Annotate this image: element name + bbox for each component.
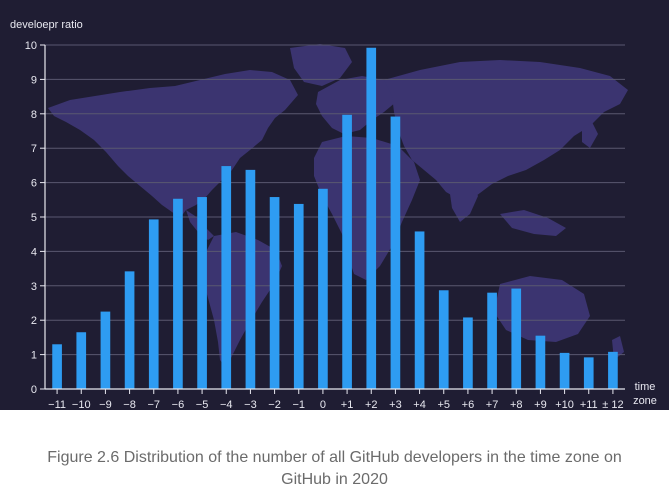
x-tick-label: −8 [123, 399, 136, 410]
map-japan [582, 122, 598, 148]
x-tick-label: +8 [510, 399, 523, 410]
x-tick-label: +9 [534, 399, 547, 410]
x-axis-label-line: time [635, 381, 656, 393]
x-tick-label: −4 [220, 399, 233, 410]
grid-lines [45, 44, 625, 356]
x-tick-label: +10 [555, 399, 574, 410]
bar-−3 [245, 169, 256, 389]
x-tick-label: ± 12 [602, 399, 623, 410]
bar-−5 [197, 197, 207, 389]
y-tick-label: 1 [31, 350, 37, 362]
x-tick-label: −7 [147, 399, 160, 410]
x-tick-label: −3 [244, 399, 257, 410]
bar-+10 [559, 352, 570, 389]
caption-line-2: GitHub in 2020 [281, 471, 388, 488]
bar-+4 [414, 231, 425, 389]
bar-−1 [293, 203, 304, 389]
bar-−11 [52, 344, 62, 389]
map-india [448, 178, 478, 222]
bar-−7 [148, 219, 159, 389]
y-tick-label: 0 [31, 384, 37, 396]
bar-−8 [124, 271, 135, 389]
y-tick-label: 6 [31, 178, 37, 190]
bar-+5 [438, 290, 449, 389]
map-north-america [48, 70, 298, 218]
bar-0 [318, 188, 328, 389]
x-tick-label: +6 [462, 399, 475, 410]
y-tick-label: 4 [31, 246, 37, 258]
x-tick-label: +4 [413, 399, 426, 410]
map-asia [384, 60, 628, 200]
x-tick-label: −11 [48, 399, 66, 410]
bar-+3 [390, 116, 401, 389]
x-tick-label: +3 [389, 399, 402, 410]
x-tick-label: 0 [320, 399, 326, 410]
x-tick-label: +7 [486, 399, 499, 410]
x-tick-label: −10 [72, 399, 91, 410]
map-greenland [290, 44, 352, 86]
x-tick-label: +2 [365, 399, 378, 410]
bar-± 12 [608, 351, 618, 389]
x-tick-label: +11 [580, 399, 598, 410]
x-tick-label: −5 [196, 399, 209, 410]
y-tick-label: 3 [31, 281, 37, 293]
bar-−6 [173, 198, 183, 389]
caption-line-1: Figure 2.6 Distribution of the number of… [47, 449, 622, 466]
chart-figure: 0 1 2 3 4 5 6 7 8 9 10 −11 −10 −9 −8 −7 −6 −5 −4 −3 −2 −1 0 +1 +… [0, 0, 669, 410]
x-tick-label: −2 [268, 399, 281, 410]
x-axis-label-line: zone [633, 395, 657, 407]
y-tick-label: 10 [25, 40, 37, 52]
bar-+8 [511, 288, 522, 389]
y-tick-label: 9 [31, 74, 37, 86]
x-tick-label: −6 [172, 399, 185, 410]
axes [40, 44, 625, 394]
bar-+6 [463, 317, 473, 389]
bar-−2 [269, 197, 280, 389]
y-tick-label: 5 [31, 212, 37, 224]
x-tick-label: −1 [292, 399, 305, 410]
bar-−10 [76, 332, 87, 389]
bars [52, 47, 618, 389]
bar-+2 [366, 47, 377, 389]
x-tick-label: +5 [437, 399, 450, 410]
x-tick-label: −9 [99, 399, 112, 410]
bar-+7 [487, 292, 497, 389]
y-tick-label: 7 [31, 143, 37, 155]
bar-+11 [583, 357, 594, 389]
bar-−4 [221, 166, 232, 389]
y-tick-label: 2 [31, 315, 37, 327]
bar-−9 [100, 311, 111, 389]
figure-caption: Figure 2.6 Distribution of the number of… [0, 447, 669, 491]
bar-+9 [535, 335, 546, 389]
x-tick-label: +1 [341, 399, 354, 410]
y-tick-label: 8 [31, 109, 37, 121]
map-europe [316, 76, 400, 134]
bar-+1 [342, 114, 352, 389]
y-axis-label: develoepr ratio [10, 19, 83, 31]
